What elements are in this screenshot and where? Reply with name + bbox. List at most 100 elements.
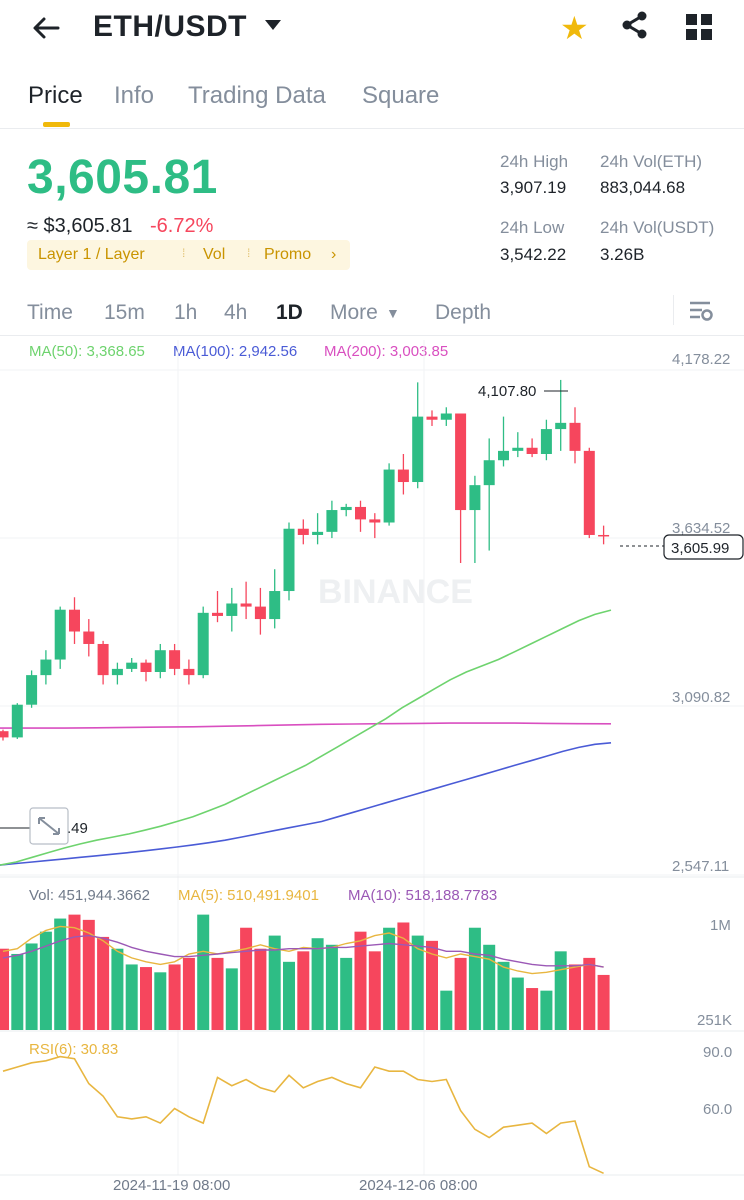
interval-1d[interactable]: 1D	[276, 301, 303, 324]
volume-bar	[426, 940, 438, 1030]
candle-body	[126, 662, 138, 669]
volume-bar	[225, 968, 238, 1030]
candle-body	[0, 731, 9, 738]
volume-bar	[11, 953, 24, 1030]
interval-15m[interactable]: 15m	[104, 301, 145, 324]
volume-bar	[368, 951, 381, 1030]
tab-price[interactable]: Price	[28, 82, 83, 109]
candle-body	[69, 609, 80, 632]
pair-title[interactable]: ETH/USDT	[93, 10, 247, 43]
active-tab-indicator	[43, 122, 70, 127]
candle-body	[526, 447, 538, 454]
volume-bar	[182, 957, 195, 1030]
tab-trading-data[interactable]: Trading Data	[188, 82, 326, 109]
high-value: 3,907.19	[500, 178, 567, 197]
candle-body	[111, 668, 123, 676]
tag-separator: ⁞	[247, 246, 251, 260]
chevron-down-icon[interactable]	[264, 16, 282, 37]
candle-body	[83, 631, 95, 644]
interval-depth[interactable]: Depth	[435, 301, 492, 324]
candle-body	[397, 469, 409, 483]
vol-ma5-legend: MA(5): 510,491.9401	[178, 887, 319, 904]
candle-body	[40, 659, 52, 676]
vol-eth-label: 24h Vol(ETH)	[600, 152, 703, 171]
candle-body	[297, 528, 309, 535]
grid-icon[interactable]	[686, 14, 712, 45]
chevron-right-icon[interactable]: ›	[331, 246, 337, 263]
ma200-legend: MA(200): 3,003.85	[324, 343, 449, 360]
price-axis-label: 3,090.82	[672, 689, 730, 706]
price-axis-label: 2,547.11	[672, 858, 729, 875]
candle-body	[26, 675, 38, 705]
tag-layer[interactable]: Layer 1 / Layer	[38, 246, 145, 263]
ma50-legend: MA(50): 3,368.65	[29, 343, 145, 360]
volume-bar	[254, 948, 267, 1030]
volume-bar	[240, 927, 253, 1030]
volume-bar	[354, 931, 367, 1030]
candle-body	[140, 662, 152, 673]
volume-bars	[0, 914, 610, 1030]
volume-bar	[0, 948, 9, 1030]
interval-4h[interactable]: 4h	[224, 301, 248, 324]
candle-body	[383, 469, 395, 523]
tag-bar[interactable]: Layer 1 / Layer ⁞ Vol ⁞ Promo ›	[27, 240, 350, 270]
candle-body	[212, 612, 223, 616]
tab-info[interactable]: Info	[114, 82, 155, 109]
candle-body	[498, 450, 509, 461]
interval-time[interactable]: Time	[27, 301, 73, 324]
candle-body	[240, 603, 252, 607]
candle-body	[283, 528, 295, 592]
chevron-down-icon[interactable]: ▼	[386, 305, 400, 321]
volume-bar	[97, 936, 110, 1030]
chart-settings-icon[interactable]	[688, 299, 714, 328]
volume-bar	[39, 931, 52, 1030]
arrow-left-icon[interactable]	[30, 12, 62, 52]
min-price-label: .49	[67, 820, 88, 837]
vol-ma10-legend: MA(10): 518,188.7783	[348, 887, 497, 904]
interval-more[interactable]: More	[330, 301, 378, 324]
volume-bar	[497, 961, 510, 1030]
vol-legend: Vol: 451,944.3662	[29, 887, 150, 904]
volume-bar	[82, 919, 95, 1030]
date-label: 2024-11-19 08:00	[113, 1177, 230, 1194]
tab-square[interactable]: Square	[362, 82, 440, 109]
star-icon[interactable]: ★	[560, 10, 589, 46]
candle-body	[483, 460, 495, 486]
vol-axis-label: 1M	[710, 917, 731, 934]
vol-ma10-line	[2, 934, 604, 968]
interval-1h[interactable]: 1h	[174, 301, 198, 324]
volume-bar	[440, 990, 453, 1030]
tag-promo[interactable]: Promo	[264, 246, 312, 263]
vol-ma5-line	[2, 925, 604, 975]
date-label: 2024-12-06 08:00	[359, 1177, 477, 1194]
volume-bar	[168, 964, 181, 1030]
kline-chart[interactable]: BINANCE 4,178.22 3,634.52 3,090.82 2,547…	[0, 340, 744, 1200]
rsi-axis-label: 90.0	[703, 1044, 732, 1061]
fiat-price: ≈ $3,605.81	[27, 215, 133, 237]
volume-bar	[268, 935, 281, 1030]
share-icon[interactable]	[620, 10, 650, 45]
candle-body	[254, 606, 266, 620]
volume-bar	[197, 914, 210, 1030]
volume-bar	[211, 957, 224, 1030]
volume-bar	[340, 957, 353, 1030]
volume-bar	[283, 961, 295, 1030]
current-price-label: 3,605.99	[671, 540, 729, 557]
volume-bar	[511, 977, 524, 1030]
volume-bar	[154, 972, 167, 1030]
candle-body	[340, 506, 352, 511]
volume-bar	[111, 948, 124, 1030]
volume-bar	[483, 944, 496, 1030]
ma50-line	[0, 609, 612, 866]
volume-bar	[54, 918, 67, 1030]
candle-body	[154, 650, 166, 673]
last-price: 3,605.81	[27, 151, 218, 204]
volume-bar	[397, 922, 410, 1030]
candle-body	[326, 510, 338, 532]
candle-body	[355, 506, 366, 520]
max-price-label: 4,107.80	[478, 383, 536, 400]
header: ETH/USDT ★	[0, 0, 744, 60]
expand-icon[interactable]	[29, 807, 69, 845]
candle-body	[469, 485, 481, 511]
tag-vol[interactable]: Vol	[203, 246, 226, 263]
